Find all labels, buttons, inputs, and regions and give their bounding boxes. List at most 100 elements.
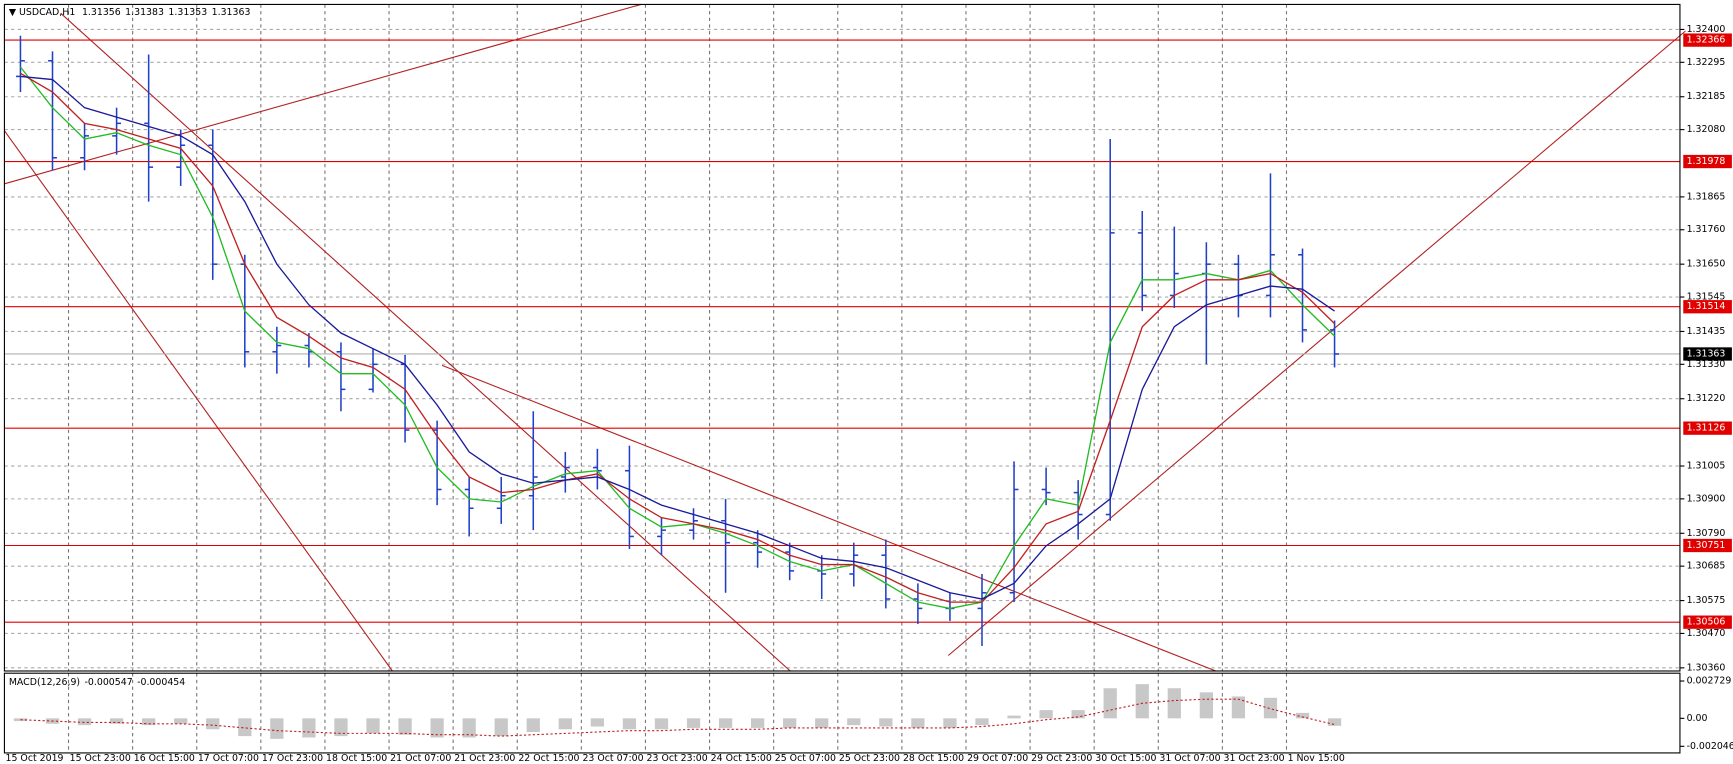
ohlc-bar bbox=[1298, 248, 1307, 343]
level-label: 1.30506 bbox=[1687, 617, 1726, 628]
macd-bar bbox=[430, 718, 444, 738]
header-value: 1.31383 bbox=[125, 7, 164, 18]
macd-bar bbox=[751, 718, 765, 728]
menu-arrow: ▼ bbox=[9, 7, 19, 18]
x-tick-label: 28 Oct 15:00 bbox=[903, 753, 964, 764]
macd-bar bbox=[654, 718, 669, 730]
ohlc-bar bbox=[753, 530, 763, 568]
x-tick-label: 18 Oct 15:00 bbox=[326, 753, 387, 764]
macd-bar bbox=[1167, 688, 1181, 719]
macd-bar bbox=[815, 718, 829, 728]
ohlc-bar bbox=[977, 573, 987, 646]
last-price-box bbox=[1683, 347, 1732, 361]
ohlc-bar bbox=[1009, 461, 1019, 603]
ohlc-bar bbox=[657, 517, 666, 556]
macd-bar bbox=[398, 718, 412, 735]
trend-line bbox=[3, 130, 393, 672]
macd-bar bbox=[1263, 697, 1278, 719]
x-tick-label: 29 Oct 23:00 bbox=[1031, 753, 1092, 764]
y-tick-label: 1.31760 bbox=[1687, 224, 1726, 235]
level-label-box bbox=[1683, 421, 1732, 435]
macd-bar bbox=[1199, 692, 1213, 719]
macd-bar bbox=[879, 718, 893, 727]
level-label: 1.32366 bbox=[1687, 35, 1726, 46]
macd-bar bbox=[783, 718, 797, 728]
x-tick-label: 17 Oct 07:00 bbox=[198, 753, 259, 764]
y-tick-label: 1.32295 bbox=[1687, 57, 1726, 68]
x-tick-label: 29 Oct 07:00 bbox=[967, 753, 1028, 764]
moving-average bbox=[20, 75, 1335, 600]
y-tick-label: 1.31220 bbox=[1687, 393, 1726, 404]
y-tick-label: 1.30790 bbox=[1687, 528, 1726, 539]
x-tick-label: 1 Nov 15:00 bbox=[1288, 753, 1345, 764]
macd-bar bbox=[77, 718, 92, 726]
x-tick-label: 15 Oct 2019 bbox=[6, 753, 64, 764]
macd-bar bbox=[1039, 710, 1053, 719]
macd-tick-label: 0.002729 bbox=[1687, 676, 1732, 687]
y-tick-label: 1.30470 bbox=[1687, 628, 1726, 639]
header-value: 1.31356 bbox=[82, 7, 121, 18]
macd-bar bbox=[270, 718, 284, 739]
x-tick-label: 16 Oct 15:00 bbox=[134, 753, 195, 764]
y-tick-label: 1.31650 bbox=[1687, 259, 1726, 270]
y-tick-label: 1.30360 bbox=[1687, 662, 1726, 673]
symbol: USDCAD,H1 bbox=[19, 7, 75, 18]
trend-line bbox=[60, 12, 791, 672]
macd-bar bbox=[943, 718, 957, 728]
x-tick-label: 15 Oct 23:00 bbox=[70, 753, 131, 764]
macd-bar bbox=[334, 718, 348, 737]
chart-header: ▼ USDCAD,H1 1.31356 1.31383 1.31353 1.31363 bbox=[9, 7, 251, 18]
level-label: 1.31978 bbox=[1687, 156, 1726, 167]
macd-bar bbox=[686, 718, 701, 728]
macd-bar bbox=[526, 718, 540, 733]
trend-lines bbox=[3, 3, 1686, 672]
macd-bar bbox=[366, 718, 380, 734]
ohlc-bar bbox=[625, 445, 634, 549]
macd-bar bbox=[462, 718, 476, 738]
moving-average bbox=[19, 66, 1336, 610]
level-label-box bbox=[1683, 154, 1732, 169]
x-tick-label: 21 Oct 07:00 bbox=[390, 753, 451, 764]
macd-bar bbox=[718, 718, 733, 728]
macd-bar bbox=[238, 718, 252, 737]
y-tick-label: 1.31865 bbox=[1687, 191, 1726, 202]
x-tick-label: 30 Oct 15:00 bbox=[1095, 753, 1156, 764]
plot bbox=[4, 35, 1680, 739]
x-tick-label: 31 Oct 23:00 bbox=[1223, 753, 1284, 764]
trend-line bbox=[4, 3, 642, 185]
macd-frame bbox=[3, 672, 1681, 754]
y-tick-label: 1.31330 bbox=[1687, 359, 1726, 370]
macd-bar bbox=[109, 718, 124, 724]
ohlc-bar bbox=[368, 348, 378, 393]
macd-value: -0.000547 bbox=[85, 677, 133, 688]
trend-line bbox=[441, 364, 1216, 672]
macd-tick-label: -0.002046 bbox=[1687, 741, 1733, 752]
ohlc-bar bbox=[528, 411, 538, 531]
ohlc-bar bbox=[1137, 210, 1147, 312]
ohlc-bar bbox=[80, 123, 89, 171]
macd-value: -0.000454 bbox=[137, 677, 185, 688]
macd-bar bbox=[142, 718, 156, 726]
ohlc-bar bbox=[16, 35, 25, 93]
macd-label: MACD(12,26,9) bbox=[9, 677, 80, 688]
macd-bar bbox=[975, 718, 989, 726]
level-label-box bbox=[1683, 538, 1732, 553]
level-label: 1.30751 bbox=[1687, 540, 1726, 551]
y-tick-label: 1.32185 bbox=[1687, 91, 1726, 102]
macd-bar bbox=[174, 718, 188, 724]
level-label: 1.31514 bbox=[1687, 301, 1726, 312]
header-value: 1.31363 bbox=[212, 7, 251, 18]
macd-tick-label: 0.00 bbox=[1687, 713, 1708, 724]
trend-line bbox=[947, 30, 1686, 656]
x-tick-label: 22 Oct 15:00 bbox=[518, 753, 579, 764]
x-tick-label: 24 Oct 15:00 bbox=[711, 753, 772, 764]
ohlc-bar bbox=[881, 539, 891, 609]
ohlc-bar bbox=[496, 476, 506, 524]
macd-bar bbox=[1327, 718, 1342, 726]
y-tick-label: 1.32080 bbox=[1687, 124, 1726, 135]
macd-bar bbox=[206, 718, 220, 730]
y-tick-label: 1.30685 bbox=[1687, 561, 1726, 572]
ohlc-bar bbox=[913, 583, 923, 625]
ohlc-bar bbox=[1330, 320, 1339, 368]
